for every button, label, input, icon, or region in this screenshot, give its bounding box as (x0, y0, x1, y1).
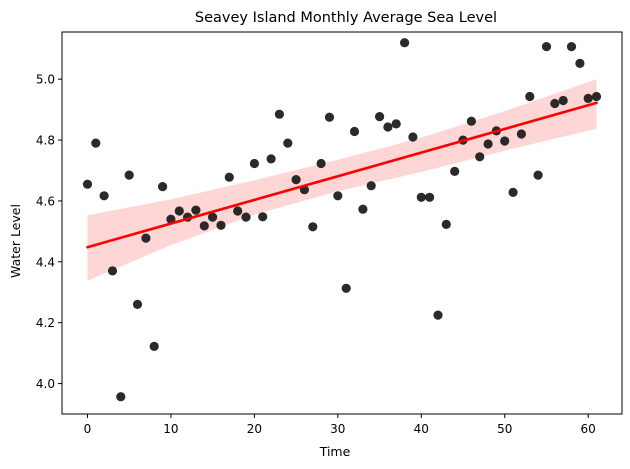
data-point (375, 112, 385, 122)
data-point (533, 170, 543, 180)
x-axis-label: Time (319, 444, 351, 459)
data-point (541, 42, 552, 52)
y-tick-label: 4.4 (36, 255, 55, 269)
data-point (99, 191, 109, 201)
data-point (383, 122, 393, 132)
data-point (508, 187, 518, 197)
y-tick-label: 5.0 (36, 73, 55, 87)
data-point (450, 166, 460, 176)
data-point (291, 175, 301, 185)
data-point (341, 283, 351, 293)
data-point (316, 158, 326, 169)
data-point (233, 206, 243, 216)
data-point (358, 204, 368, 214)
data-point (116, 392, 126, 402)
data-point (525, 91, 535, 102)
data-point (575, 58, 585, 68)
y-tick-label: 4.8 (36, 134, 55, 148)
data-point (583, 93, 593, 103)
data-point (416, 192, 426, 202)
data-point (558, 95, 568, 106)
data-point (333, 191, 343, 201)
data-point (132, 299, 143, 309)
data-point (158, 182, 168, 192)
data-point (483, 139, 493, 149)
data-point (500, 136, 510, 146)
data-point (82, 179, 93, 189)
data-point (191, 205, 201, 215)
data-point (400, 38, 410, 48)
x-tick-label: 20 (247, 422, 262, 436)
data-point (258, 212, 268, 222)
data-point (349, 126, 360, 137)
regression-line (86, 101, 598, 249)
y-tick-label: 4.0 (36, 377, 55, 391)
x-tick-label: 40 (414, 422, 429, 436)
data-point (425, 192, 435, 202)
data-point (174, 206, 184, 216)
x-tick-label: 30 (330, 422, 345, 436)
data-point (391, 119, 401, 129)
data-point (107, 266, 118, 276)
data-point (475, 152, 485, 162)
data-point (283, 138, 293, 148)
data-point (466, 116, 476, 126)
x-tick-label: 60 (581, 422, 596, 436)
data-point (124, 170, 134, 180)
data-point (324, 112, 335, 122)
plot-frame (61, 31, 623, 415)
data-point (166, 214, 176, 224)
data-point (224, 172, 234, 182)
y-tick-label: 4.6 (36, 194, 55, 208)
data-point (550, 98, 560, 109)
x-tick-label: 50 (497, 422, 512, 436)
confidence-band (87, 79, 597, 281)
data-point (249, 158, 259, 169)
y-axis: 4.0 4.2 4.4 4.6 4.8 5.0 (36, 73, 62, 391)
data-point (516, 129, 527, 139)
data-point (441, 219, 451, 229)
data-point (274, 109, 284, 119)
data-point (308, 222, 318, 232)
y-tick-label: 4.2 (36, 316, 55, 330)
data-point (199, 221, 209, 231)
x-tick-label: 0 (84, 422, 92, 436)
data-point (216, 220, 226, 230)
data-point (366, 181, 376, 191)
chart-title: Seavey Island Monthly Average Sea Level (195, 10, 497, 26)
data-point (433, 310, 443, 320)
plot-area (82, 38, 602, 402)
data-point (149, 341, 159, 351)
data-point (91, 138, 101, 148)
data-point (141, 233, 151, 243)
y-axis-label: Water Level (8, 204, 23, 278)
x-axis: 0 10 20 30 40 50 60 (84, 414, 596, 436)
x-tick-label: 10 (163, 422, 178, 436)
data-point (591, 91, 602, 102)
data-point (408, 132, 418, 142)
data-point (241, 212, 251, 222)
data-point (266, 154, 276, 164)
data-point (566, 42, 577, 52)
data-point (208, 212, 218, 222)
